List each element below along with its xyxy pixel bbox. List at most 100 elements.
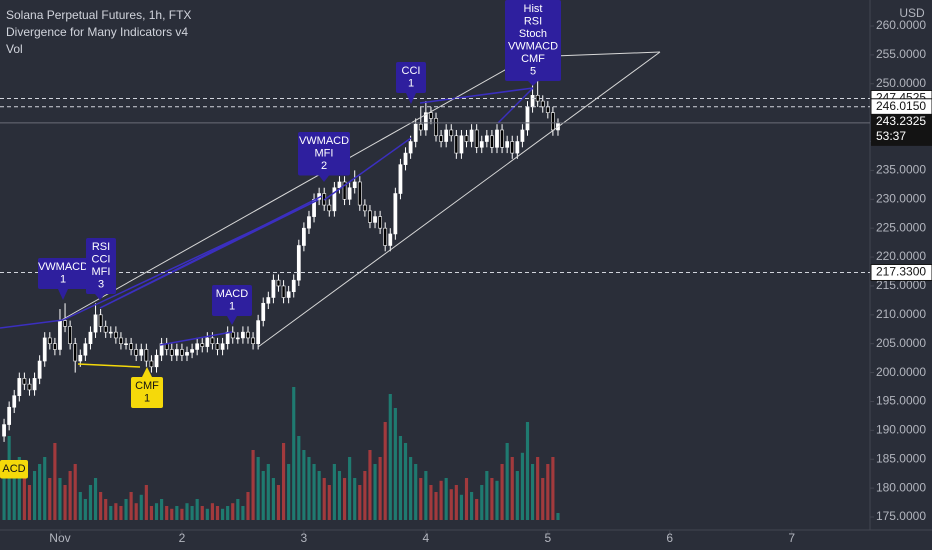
volume-bar bbox=[160, 499, 164, 520]
volume-bar bbox=[109, 506, 113, 520]
x-tick-label: 4 bbox=[423, 531, 430, 545]
volume-bar bbox=[297, 436, 301, 520]
y-tick-label: 250.0000 bbox=[876, 76, 926, 90]
last-price-label: 243.2325 bbox=[876, 114, 926, 128]
candle-body bbox=[418, 123, 423, 131]
indicator-name: Divergence for Many Indicators v4 bbox=[6, 25, 188, 39]
annotation-box bbox=[86, 238, 116, 294]
volume-bar bbox=[134, 503, 138, 520]
candle-body bbox=[510, 141, 515, 154]
annotation-box bbox=[505, 0, 561, 81]
volume-bar bbox=[383, 422, 387, 520]
candle-body bbox=[500, 129, 504, 148]
candle-body bbox=[225, 331, 230, 345]
volume-bar bbox=[530, 464, 535, 520]
volume-bar bbox=[210, 503, 214, 520]
volume-bar bbox=[403, 443, 408, 520]
candle-body bbox=[520, 129, 525, 142]
candle-body bbox=[286, 291, 291, 298]
candle-body bbox=[307, 216, 311, 229]
candle-body bbox=[108, 331, 113, 334]
volume-bar bbox=[246, 492, 250, 520]
volume-bar bbox=[190, 506, 194, 520]
candle-body bbox=[383, 227, 388, 246]
annotation-pointer bbox=[58, 289, 68, 300]
volume-bar bbox=[99, 492, 103, 520]
volume-label: Vol bbox=[6, 42, 23, 56]
candle-body bbox=[505, 141, 510, 148]
price-line-label: 246.0150 bbox=[876, 99, 926, 113]
volume-bar bbox=[510, 457, 514, 520]
volume-bar bbox=[348, 457, 352, 520]
volume-bar bbox=[53, 443, 57, 520]
volume-bar bbox=[38, 464, 42, 520]
y-tick-label: 260.0000 bbox=[876, 18, 926, 32]
volume-bar bbox=[414, 464, 418, 520]
candle-body bbox=[327, 204, 332, 212]
candle-body bbox=[73, 343, 78, 362]
candle-body bbox=[368, 210, 372, 223]
candle-body bbox=[515, 141, 520, 154]
candle-body bbox=[235, 337, 240, 340]
volume-bar bbox=[378, 457, 382, 520]
candle-body bbox=[484, 135, 489, 142]
candle-body bbox=[281, 285, 286, 298]
candle-body bbox=[200, 343, 205, 347]
candle-body bbox=[291, 279, 296, 293]
currency-bg bbox=[872, 4, 930, 24]
volume-bar bbox=[2, 464, 6, 520]
countdown: 53:37 bbox=[876, 129, 906, 143]
candle-body bbox=[144, 349, 149, 362]
annotation-box bbox=[212, 285, 252, 316]
candle-body bbox=[266, 297, 271, 304]
annotation-text: RSI bbox=[92, 241, 110, 253]
volume-bar bbox=[271, 478, 275, 520]
candle-body bbox=[190, 349, 194, 353]
candle-body bbox=[154, 354, 159, 368]
volume-bar bbox=[515, 471, 519, 520]
annotation-text: 1 bbox=[60, 274, 66, 286]
volume-bar bbox=[78, 492, 82, 520]
volume-bar bbox=[165, 506, 169, 520]
volume-bar bbox=[525, 422, 530, 520]
candle-body bbox=[342, 181, 347, 200]
candle-body bbox=[119, 337, 123, 345]
candle-body bbox=[362, 204, 367, 212]
divergence-line bbox=[419, 87, 534, 104]
candle-body bbox=[302, 227, 306, 246]
x-tick-label: 3 bbox=[301, 531, 308, 545]
volume-bar bbox=[363, 471, 367, 520]
volume-bar bbox=[358, 485, 362, 520]
volume-bar bbox=[409, 457, 413, 520]
candle-body bbox=[429, 112, 433, 119]
volume-bar bbox=[398, 436, 403, 520]
chart-title: Solana Perpetual Futures, 1h, FTX bbox=[6, 8, 191, 22]
volume-bar bbox=[124, 499, 128, 520]
volume-bar bbox=[327, 485, 331, 520]
volume-bar bbox=[48, 478, 52, 520]
annotation-text: VWMACD bbox=[299, 135, 349, 147]
candle-body bbox=[98, 314, 103, 327]
annotation-pointer bbox=[227, 316, 237, 325]
x-tick-label: Nov bbox=[49, 531, 70, 545]
annotation-text: 3 bbox=[98, 279, 104, 291]
volume-bar bbox=[27, 485, 32, 520]
candle-body bbox=[261, 302, 266, 321]
volume-bar bbox=[22, 478, 26, 520]
candle-body bbox=[210, 337, 215, 345]
volume-bar bbox=[215, 506, 220, 520]
candle-body bbox=[276, 279, 281, 287]
candle-body bbox=[53, 343, 57, 350]
candle-body bbox=[139, 349, 144, 356]
candle-body bbox=[439, 135, 443, 142]
candle-body bbox=[32, 378, 37, 391]
candle-body bbox=[398, 164, 403, 194]
volume-bar bbox=[43, 457, 47, 520]
candle-body bbox=[195, 343, 200, 350]
volume-bar bbox=[434, 492, 438, 520]
y-tick-label: 200.0000 bbox=[876, 365, 926, 379]
candle-body bbox=[159, 343, 164, 356]
volume-bar bbox=[256, 457, 260, 520]
